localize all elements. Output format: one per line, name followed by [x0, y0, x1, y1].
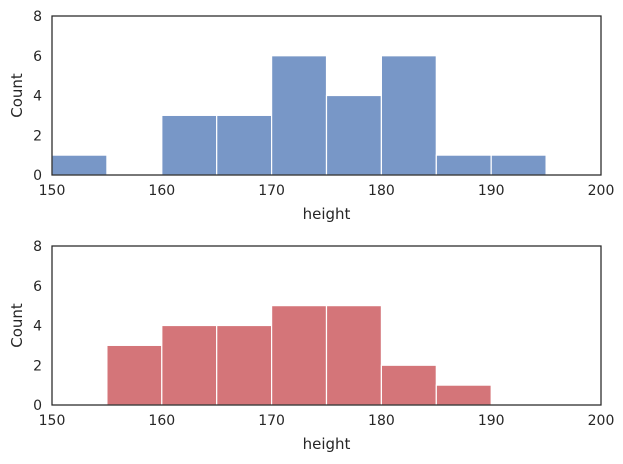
axes-frame [51, 15, 602, 176]
x-tick-label: 150 [39, 413, 66, 429]
axes-frame [51, 245, 602, 406]
y-axis-label: Count [8, 303, 26, 348]
y-tick-label: 0 [33, 168, 42, 184]
histogram-bar [325, 305, 383, 406]
y-tick-label: 8 [33, 9, 42, 25]
histogram-bar [490, 154, 547, 176]
histogram-bar [51, 154, 108, 176]
x-axis-label: height [303, 205, 351, 223]
x-tick-label: 180 [368, 413, 395, 429]
histogram-bar [325, 94, 383, 176]
y-tick-label: 6 [33, 279, 42, 295]
x-tick-label: 150 [39, 183, 66, 199]
y-axis-label: Count [8, 73, 26, 118]
y-tick-label: 4 [33, 319, 42, 335]
histogram-bar [161, 324, 218, 406]
y-tick-label: 2 [33, 128, 42, 144]
x-tick-label: 170 [258, 183, 285, 199]
x-tick-label: 180 [368, 183, 395, 199]
histogram-bar [271, 55, 328, 176]
x-tick-label: 190 [478, 183, 505, 199]
y-tick-label: 4 [33, 89, 42, 105]
histogram-bar [106, 344, 163, 406]
x-axis-label: height [303, 435, 351, 453]
x-tick-label: 170 [258, 413, 285, 429]
histogram-bar [271, 305, 328, 406]
y-tick-label: 2 [33, 358, 42, 374]
histogram-bar [216, 114, 273, 176]
chart-panel-2: 150 160 170 180 190 200 0 2 4 6 8 height Count [8, 239, 614, 453]
y-tick-label: 0 [33, 398, 42, 414]
histogram-bar [435, 154, 492, 176]
x-tick-label: 200 [588, 413, 615, 429]
histogram-bar [380, 55, 437, 176]
x-tick-label: 160 [148, 413, 175, 429]
x-tick-label: 160 [148, 183, 175, 199]
y-tick-label: 6 [33, 49, 42, 65]
x-tick-label: 200 [588, 183, 615, 199]
histogram-bar [216, 324, 273, 406]
x-tick-label: 190 [478, 413, 505, 429]
histogram-bar [161, 114, 218, 176]
chart-panel-1: 150 160 170 180 190 200 0 2 4 6 8 height Count [8, 9, 614, 223]
histogram-bar [435, 384, 492, 406]
y-tick-label: 8 [33, 239, 42, 255]
histogram-bar [380, 364, 437, 406]
